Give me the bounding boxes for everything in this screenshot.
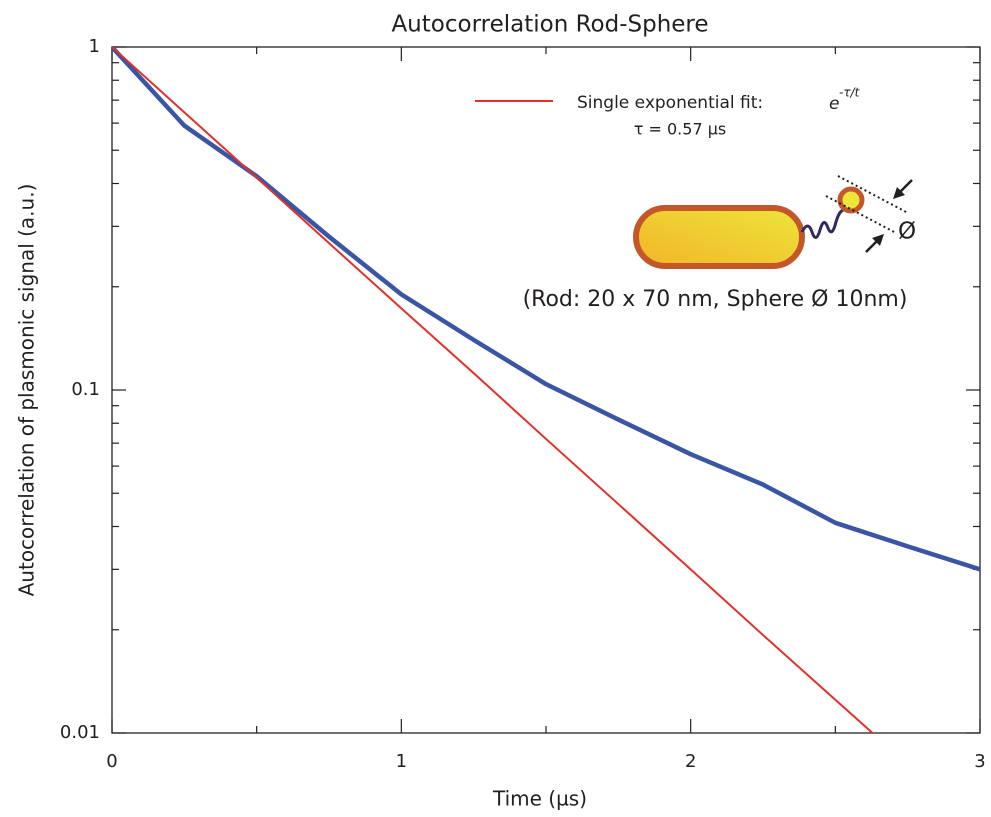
formula-exponent: -τ/t [839, 86, 861, 100]
legend: Single exponential fit: e -τ/t τ = 0.57 … [475, 86, 861, 139]
data-line [112, 47, 980, 572]
dotted-guide [825, 195, 897, 234]
y-tick-label: 0.1 [71, 379, 100, 400]
x-tick-label: 0 [106, 751, 117, 772]
rod [633, 205, 805, 269]
plot-frame [111, 46, 981, 734]
x-tick-label: 2 [685, 751, 696, 772]
chart-title: Autocorrelation Rod-Sphere [391, 12, 708, 38]
tau-label: τ = 0.57 µs [634, 120, 726, 139]
y-tick-label: 0.01 [60, 722, 100, 743]
x-tick-label: 1 [396, 751, 407, 772]
data-line [112, 47, 875, 733]
formula-base: e [829, 94, 839, 114]
dotted-guide [837, 175, 909, 214]
diameter-symbol: Ø [898, 219, 916, 245]
rod-sphere-diagram: Ø (Rod: 20 x 70 nm, Sphere Ø 10nm) [523, 175, 916, 312]
sphere [837, 186, 865, 214]
y-axis-label: Autocorrelation of plasmonic signal (a.u… [15, 184, 39, 597]
diagram-label: (Rod: 20 x 70 nm, Sphere Ø 10nm) [523, 287, 908, 312]
x-axis-label: Time (µs) [492, 787, 587, 811]
y-tick-label: 1 [89, 36, 100, 57]
arrowhead [872, 234, 884, 246]
x-tick-label: 3 [974, 751, 985, 772]
legend-label: Single exponential fit: [577, 93, 763, 113]
arrowhead [893, 187, 905, 199]
